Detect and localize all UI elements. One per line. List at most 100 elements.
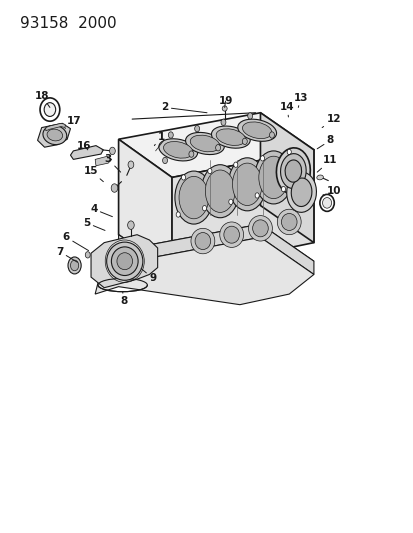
Text: 17: 17 — [65, 116, 82, 128]
Circle shape — [260, 156, 264, 161]
Text: 8: 8 — [316, 135, 333, 149]
Ellipse shape — [178, 176, 208, 219]
Ellipse shape — [205, 170, 235, 213]
Text: 12: 12 — [321, 114, 340, 127]
Ellipse shape — [85, 252, 90, 258]
Ellipse shape — [281, 214, 297, 230]
Circle shape — [168, 132, 173, 138]
Text: 15: 15 — [83, 166, 103, 182]
Circle shape — [194, 125, 199, 132]
Ellipse shape — [211, 126, 249, 148]
Ellipse shape — [286, 172, 316, 212]
Text: 19: 19 — [218, 96, 232, 108]
Circle shape — [242, 138, 247, 144]
Circle shape — [254, 193, 259, 198]
Circle shape — [228, 199, 233, 205]
Text: 11: 11 — [316, 156, 337, 172]
Ellipse shape — [248, 216, 272, 241]
Ellipse shape — [280, 154, 306, 189]
Circle shape — [68, 257, 81, 274]
Ellipse shape — [276, 148, 310, 195]
Polygon shape — [38, 123, 70, 147]
Text: 8: 8 — [120, 292, 127, 306]
Polygon shape — [118, 224, 313, 288]
Ellipse shape — [252, 220, 268, 237]
Circle shape — [70, 260, 78, 271]
Text: 5: 5 — [83, 218, 105, 230]
Circle shape — [281, 187, 285, 192]
Text: 18: 18 — [34, 91, 50, 108]
Text: 14: 14 — [279, 102, 294, 117]
Circle shape — [162, 157, 167, 164]
Polygon shape — [95, 237, 313, 305]
Circle shape — [176, 212, 180, 217]
Ellipse shape — [47, 129, 62, 141]
Ellipse shape — [242, 122, 271, 139]
Circle shape — [207, 168, 211, 174]
Ellipse shape — [219, 222, 243, 247]
Text: 1: 1 — [154, 132, 164, 146]
Text: 13: 13 — [293, 93, 307, 108]
Polygon shape — [118, 139, 172, 272]
Circle shape — [202, 206, 206, 211]
Ellipse shape — [201, 165, 238, 217]
Ellipse shape — [44, 103, 55, 116]
Text: 7: 7 — [56, 247, 77, 262]
Circle shape — [181, 175, 185, 180]
Polygon shape — [118, 235, 172, 288]
Polygon shape — [172, 150, 313, 272]
Polygon shape — [260, 113, 313, 243]
Polygon shape — [70, 146, 103, 159]
Ellipse shape — [322, 198, 331, 208]
Ellipse shape — [40, 98, 59, 121]
Ellipse shape — [159, 139, 197, 161]
Ellipse shape — [107, 242, 142, 280]
Circle shape — [111, 184, 117, 192]
Text: 93158  2000: 93158 2000 — [20, 16, 116, 31]
Ellipse shape — [216, 129, 245, 146]
Ellipse shape — [222, 106, 227, 111]
Text: 9: 9 — [141, 269, 156, 283]
Circle shape — [269, 132, 274, 138]
Text: 16: 16 — [77, 141, 92, 151]
Text: 4: 4 — [90, 204, 112, 216]
Polygon shape — [100, 224, 313, 274]
Ellipse shape — [277, 209, 300, 235]
Ellipse shape — [316, 175, 323, 180]
Text: 6: 6 — [63, 232, 88, 251]
Circle shape — [233, 162, 237, 167]
Ellipse shape — [319, 195, 333, 212]
Ellipse shape — [290, 178, 311, 206]
Ellipse shape — [232, 163, 261, 206]
Ellipse shape — [163, 142, 192, 158]
Circle shape — [109, 147, 115, 155]
Polygon shape — [95, 156, 112, 166]
Ellipse shape — [254, 151, 292, 204]
Ellipse shape — [111, 247, 138, 276]
Ellipse shape — [258, 156, 288, 199]
Circle shape — [127, 221, 134, 229]
Ellipse shape — [185, 132, 224, 155]
Text: 2: 2 — [161, 102, 206, 113]
Ellipse shape — [175, 171, 212, 224]
Polygon shape — [46, 123, 65, 131]
Polygon shape — [118, 113, 313, 177]
Circle shape — [188, 151, 193, 157]
Circle shape — [221, 119, 225, 125]
Text: 3: 3 — [104, 155, 120, 172]
Circle shape — [287, 149, 291, 155]
Ellipse shape — [190, 135, 219, 152]
Ellipse shape — [43, 125, 66, 144]
Ellipse shape — [285, 160, 301, 182]
Text: 10: 10 — [322, 186, 340, 196]
Circle shape — [247, 113, 252, 119]
Ellipse shape — [223, 226, 239, 243]
Ellipse shape — [195, 232, 210, 249]
Ellipse shape — [116, 253, 132, 270]
Ellipse shape — [190, 228, 214, 254]
Ellipse shape — [237, 119, 276, 141]
Ellipse shape — [228, 158, 266, 211]
Polygon shape — [91, 235, 157, 288]
Circle shape — [128, 161, 133, 168]
Circle shape — [215, 144, 220, 151]
